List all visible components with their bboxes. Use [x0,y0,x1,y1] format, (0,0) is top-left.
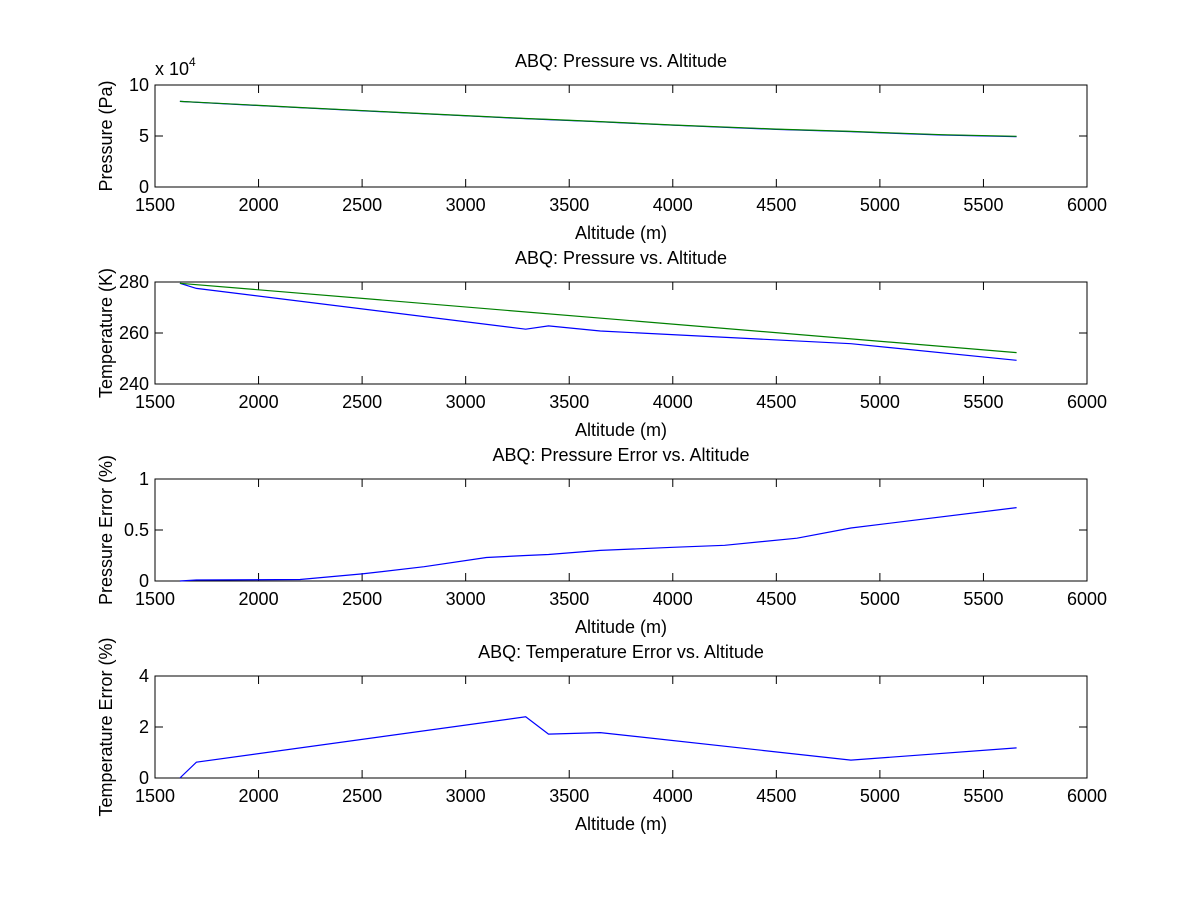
series-line-2 [179,282,1017,354]
x-tick-label: 4000 [653,392,693,412]
y-tick-label: 0.5 [124,520,149,540]
y-exponent-base: x 10 [155,59,189,79]
x-tick-label: 2000 [239,392,279,412]
chart-panel-3: 1500 2000 2500 3000 3500 4000 4500 5000 5500 6000… [96,445,1107,637]
x-tick-label: 2500 [342,589,382,609]
series-line-1 [179,282,1017,361]
x-tick-label: 1500 [135,786,175,806]
y-axis-label: Temperature Error (%) [96,637,116,816]
plot-area [154,675,1088,779]
x-tick-label: 5000 [860,392,900,412]
x-tick-label: 2000 [239,589,279,609]
chart-title: ABQ: Pressure vs. Altitude [515,248,727,268]
x-tick-label: 1500 [135,392,175,412]
y-tick-label: 4 [139,666,149,686]
x-tick-label: 3500 [549,392,589,412]
y-tick-label: 5 [139,126,149,146]
y-exponent-label: x 104 [155,55,196,79]
x-tick-label: 4500 [756,589,796,609]
y-exponent-power: 4 [189,55,196,69]
y-tick-label: 1 [139,469,149,489]
x-axis-label: Altitude (m) [575,617,667,637]
x-tick-label: 6000 [1067,195,1107,215]
series-line-1 [179,716,1017,779]
y-tick-label: 0 [139,571,149,591]
x-axis-label: Altitude (m) [575,420,667,440]
x-tick-label: 5000 [860,195,900,215]
x-tick-label: 2000 [239,195,279,215]
series-line-2 [179,100,1017,137]
y-axis-label: Temperature (K) [96,268,116,398]
chart-panel-2: 1500 2000 2500 3000 3500 4000 4500 5000 5500 6000… [96,248,1107,440]
x-tick-label: 2000 [239,786,279,806]
y-axis-label: Pressure (Pa) [96,80,116,191]
plot-area [154,84,1088,188]
x-tick-label: 2500 [342,786,382,806]
chart-title: ABQ: Pressure vs. Altitude [515,51,727,71]
x-tick-label: 5000 [860,786,900,806]
x-tick-label: 4000 [653,195,693,215]
y-axis-label: Pressure Error (%) [96,455,116,605]
x-tick-label: 4000 [653,589,693,609]
x-tick-label: 4500 [756,786,796,806]
x-tick-label: 4500 [756,195,796,215]
x-tick-label: 5500 [963,786,1003,806]
x-tick-label: 5500 [963,392,1003,412]
plot-area [154,281,1088,385]
x-tick-label: 3000 [446,589,486,609]
y-tick-label: 0 [139,177,149,197]
x-tick-label: 4000 [653,786,693,806]
x-tick-label: 6000 [1067,786,1107,806]
y-tick-label: 0 [139,768,149,788]
x-tick-label: 3500 [549,589,589,609]
x-tick-label: 4500 [756,392,796,412]
x-tick-label: 3500 [549,195,589,215]
x-tick-label: 1500 [135,589,175,609]
x-tick-label: 3000 [446,786,486,806]
x-tick-label: 5500 [963,589,1003,609]
y-tick-label: 260 [119,323,149,343]
x-tick-label: 5000 [860,589,900,609]
chart-title: ABQ: Pressure Error vs. Altitude [492,445,749,465]
plot-area [154,478,1088,582]
y-tick-label: 240 [119,374,149,394]
chart-panel-1: 1500 2000 2500 3000 3500 4000 4500 5000 5500 6000… [96,51,1107,243]
x-tick-label: 2500 [342,392,382,412]
y-tick-label: 2 [139,717,149,737]
x-axis-label: Altitude (m) [575,814,667,834]
y-tick-label: 280 [119,272,149,292]
x-axis-label: Altitude (m) [575,223,667,243]
x-tick-label: 3000 [446,195,486,215]
chart-title: ABQ: Temperature Error vs. Altitude [478,642,764,662]
x-tick-label: 6000 [1067,392,1107,412]
x-tick-label: 3500 [549,786,589,806]
x-tick-label: 6000 [1067,589,1107,609]
series-line-1 [179,507,1017,582]
x-tick-label: 5500 [963,195,1003,215]
x-tick-label: 1500 [135,195,175,215]
x-tick-label: 3000 [446,392,486,412]
x-tick-label: 2500 [342,195,382,215]
y-tick-label: 10 [129,75,149,95]
chart-panel-4: 1500 2000 2500 3000 3500 4000 4500 5000 5500 6000… [96,637,1107,834]
